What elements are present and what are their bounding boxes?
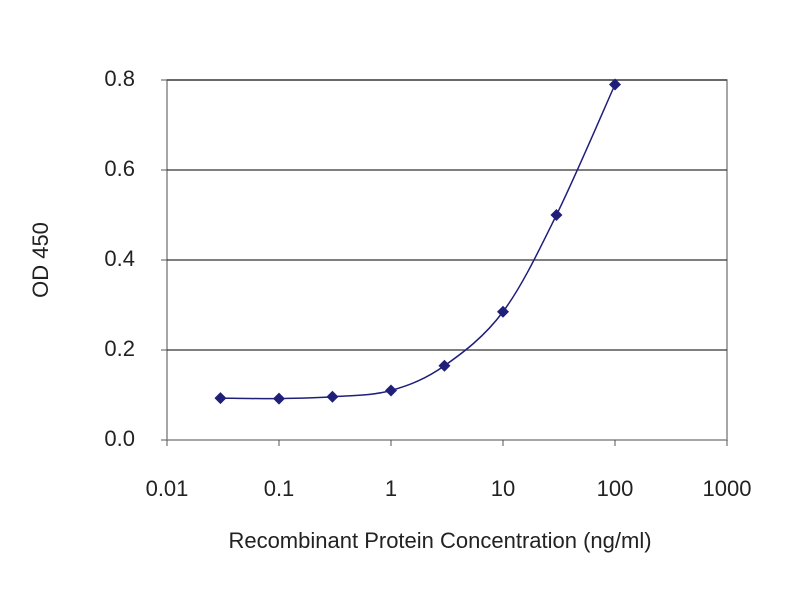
data-point [214,392,227,405]
data-point [385,384,397,397]
y-tick-label: 0.2 [104,336,135,361]
data-point [326,390,339,403]
x-tick-label: 1000 [703,476,752,501]
y-tick-label: 0.8 [104,66,135,91]
y-tick-label: 0.4 [104,246,135,271]
data-point [609,78,621,91]
y-tick-label: 0.6 [104,156,135,181]
x-tick-label: 100 [597,476,634,501]
x-tick-label: 0.1 [264,476,295,501]
x-tick-label: 10 [491,476,515,501]
data-point [550,209,563,221]
x-tick-label: 0.01 [146,476,189,501]
x-axis-title: Recombinant Protein Concentration (ng/ml… [228,528,651,553]
x-tick-label: 1 [385,476,397,501]
data-point [273,392,285,405]
y-tick-label: 0.0 [104,426,135,451]
data-point [497,305,509,318]
y-axis-title: OD 450 [28,222,53,298]
data-point [438,359,451,372]
